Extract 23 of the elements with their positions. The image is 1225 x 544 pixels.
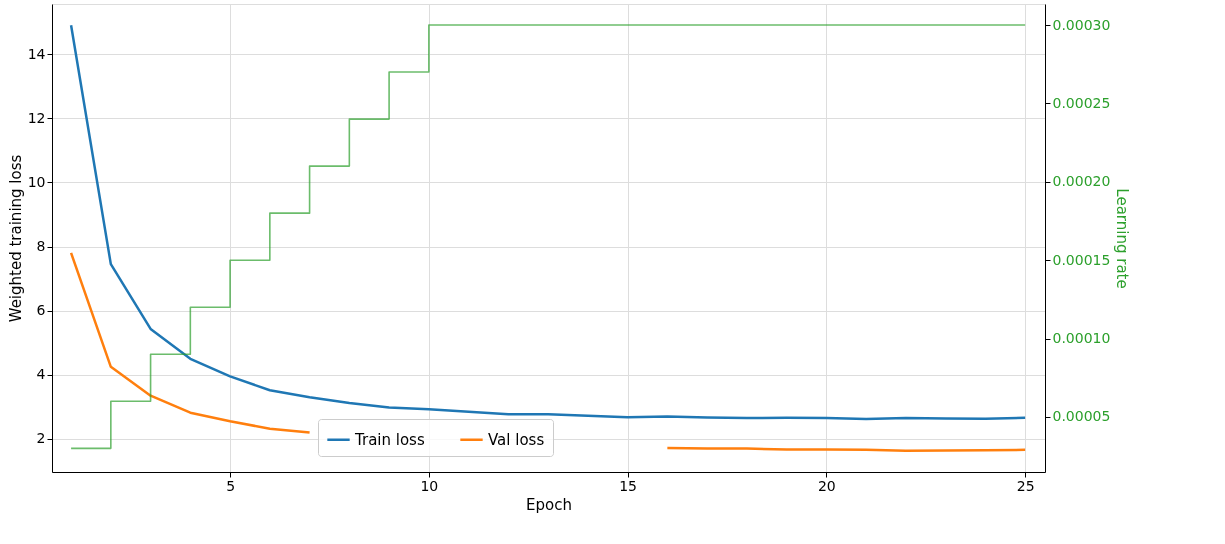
- y-tick-label: 12: [27, 109, 46, 126]
- legend-label: Train loss: [354, 430, 425, 449]
- series-label: Val loss: [488, 430, 545, 449]
- y-tick-label: 2: [36, 430, 46, 447]
- y-tick-label: 4: [36, 366, 46, 383]
- y-axis-title: Weighted training loss: [6, 154, 25, 323]
- y-tick-label: 6: [36, 302, 46, 319]
- x-tick-label: 10: [420, 477, 439, 494]
- y2-tick-label: 0.00010: [1052, 330, 1111, 347]
- x-axis-title: Epoch: [526, 495, 572, 514]
- y2-axis-title: Learning rate: [1113, 188, 1132, 289]
- x-tick-label: 5: [226, 477, 236, 494]
- x-tick-label: 25: [1016, 477, 1035, 494]
- y2-tick-label: 0.00025: [1052, 94, 1111, 111]
- y2-tick-label: 0.00015: [1052, 251, 1111, 268]
- y2-tick-label: 0.00030: [1052, 16, 1111, 33]
- y2-tick-label: 0.00005: [1052, 408, 1111, 425]
- x-tick-label: 15: [619, 477, 638, 494]
- y-tick-label: 14: [27, 45, 46, 62]
- x-tick-label: 20: [817, 477, 836, 494]
- y2-tick-label: 0.00020: [1052, 173, 1111, 190]
- y-tick-label: 8: [36, 238, 46, 254]
- y-tick-label: 10: [27, 173, 46, 190]
